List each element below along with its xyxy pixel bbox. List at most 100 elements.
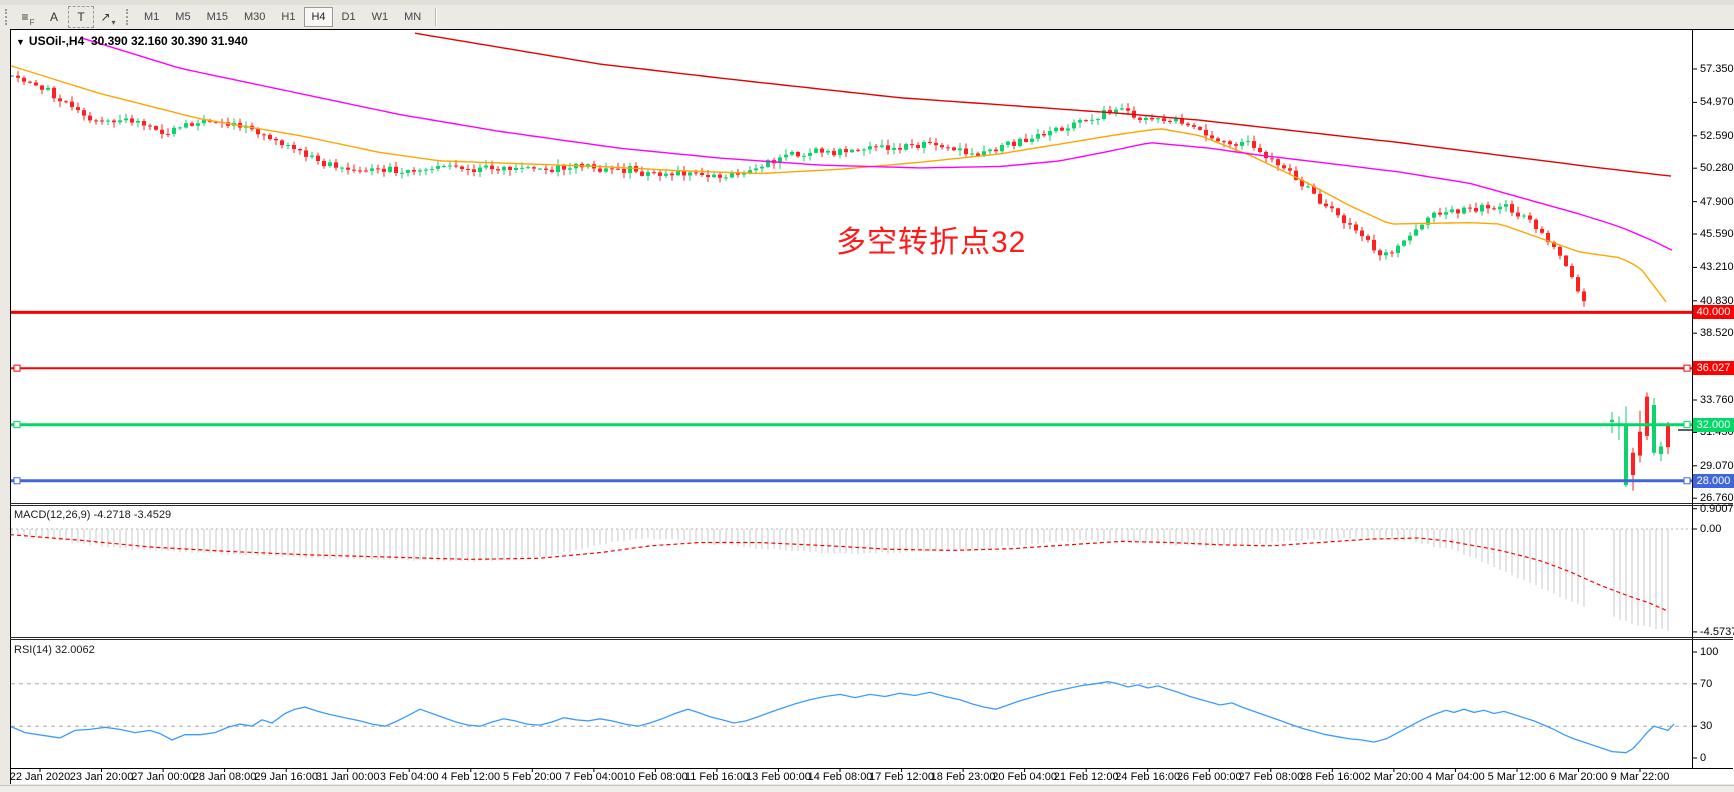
time-axis-label: 3 Feb 04:00 <box>379 771 439 783</box>
chart-title[interactable]: ▼ USOil-,H4 30.390 32.160 30.390 31.940 <box>16 34 248 48</box>
hline-handle[interactable] <box>13 421 21 429</box>
chart-text-annotation[interactable]: 多空转折点32 <box>836 226 1027 259</box>
time-axis-label: 28 Jan 08:00 <box>192 771 257 783</box>
hline-handle[interactable] <box>13 477 21 485</box>
time-axis-label: 31 Jan 00:00 <box>315 771 380 783</box>
time-axis-label: 29 Jan 16:00 <box>254 771 318 783</box>
macd-axis-label: 0.9007 <box>1700 502 1734 515</box>
time-axis-label: 6 Mar 20:00 <box>1549 771 1608 783</box>
candlestick-series <box>11 71 1670 491</box>
macd-axis-label: 0.00 <box>1700 523 1722 535</box>
rsi-axis-label: 0 <box>1700 752 1707 764</box>
ma_slow-line <box>414 32 1672 177</box>
rsi-axis-label: 70 <box>1700 677 1713 690</box>
price-badge-36.027: 36.027 <box>1693 361 1734 376</box>
time-axis-label: 10 Feb 08:00 <box>622 771 688 783</box>
text-label-tool-icon[interactable]: T <box>68 6 94 28</box>
drawing-tools-group: ≡ F A T ↗ ▾ <box>15 6 121 28</box>
ma_fast-line <box>11 65 1667 303</box>
time-axis-label: 5 Mar 12:00 <box>1487 771 1547 783</box>
time-axis-label: 9 Mar 22:00 <box>1610 771 1670 783</box>
macd-panel-divider-a[interactable] <box>10 503 1733 504</box>
time-axis-label: 17 Feb 12:00 <box>869 771 934 783</box>
text-annotation-tool-icon[interactable]: A <box>49 10 58 24</box>
timeframe-button-w1[interactable]: W1 <box>371 11 389 23</box>
time-axis-label: 27 Jan 00:00 <box>131 771 195 783</box>
timeframe-button-d1[interactable]: D1 <box>341 11 356 23</box>
time-axis-label: 7 Feb 04:00 <box>564 771 624 783</box>
toolbar-separator <box>435 8 437 26</box>
price-axis-label: 45.590 <box>1700 227 1734 240</box>
chart-dropdown-icon[interactable]: ▼ <box>16 37 25 47</box>
hline-handle[interactable] <box>13 364 21 372</box>
price-axis-label: 40.830 <box>1700 294 1734 307</box>
price-axis-label: 26.760 <box>1700 492 1734 505</box>
price-badge-40.000: 40.000 <box>1693 305 1734 320</box>
chart-symbol-period: USOil-,H4 <box>28 34 85 48</box>
price-axis-label: 50.280 <box>1700 162 1734 175</box>
chart-frame-top <box>10 29 1734 30</box>
price-axis-label: 57.350 <box>1700 63 1734 75</box>
bottom-status-strip <box>0 785 1734 792</box>
timeframe-button-m1[interactable]: M1 <box>144 11 160 23</box>
timeframe-button-m15[interactable]: M15 <box>206 11 228 23</box>
toolbar-grip[interactable] <box>5 9 10 25</box>
timeframe-button-m30[interactable]: M30 <box>243 11 266 23</box>
price-axis-separator <box>1692 30 1693 768</box>
price-badge-28.000: 28.000 <box>1693 473 1734 488</box>
time-axis-label: 26 Feb 00:00 <box>1176 771 1242 783</box>
time-axis-label: 20 Feb 04:00 <box>992 771 1058 783</box>
macd-signal-line <box>11 534 1667 611</box>
chart-background[interactable] <box>10 30 1734 784</box>
hline-handle[interactable] <box>1683 364 1691 372</box>
rsi-panel-divider-b[interactable] <box>10 639 1733 640</box>
time-axis-label: 11 Feb 16:00 <box>684 771 749 783</box>
time-axis-label: 5 Feb 20:00 <box>502 771 562 783</box>
time-axis-label: 18 Feb 23:00 <box>930 771 996 783</box>
price-axis-label: 29.070 <box>1700 459 1734 472</box>
time-axis-label: 27 Feb 08:00 <box>1238 771 1304 783</box>
time-axis-label: 2 Mar 20:00 <box>1364 771 1424 783</box>
time-axis-label: 23 Jan 20:00 <box>69 771 134 783</box>
timeframe-button-m5[interactable]: M5 <box>175 11 191 23</box>
time-axis-label: 28 Feb 16:00 <box>1299 771 1365 783</box>
fibonacci-tool-icon[interactable]: ≡ F <box>21 10 35 27</box>
macd-axis-label: -4.5737 <box>1700 625 1734 638</box>
macd-panel-divider-b[interactable] <box>10 505 1733 506</box>
timeframe-button-h4[interactable]: H4 <box>304 7 333 27</box>
rsi-indicator-label: RSI(14) 32.0062 <box>14 644 95 656</box>
price-axis-label: 52.590 <box>1700 129 1734 142</box>
price-axis-label: 54.970 <box>1700 96 1734 109</box>
time-axis-label: 13 Feb 00:00 <box>746 771 811 783</box>
main-toolbar: ≡ F A T ↗ ▾ M1 M5 M15 M30 H1 H4 D1 W1 MN <box>0 5 1734 29</box>
rsi-line <box>11 681 1675 754</box>
timeframe-button-h1[interactable]: H1 <box>281 11 296 23</box>
toolbar-grip-2[interactable] <box>126 9 131 25</box>
price-axis-label: 38.520 <box>1700 327 1734 340</box>
ma_mid-line <box>79 36 1673 251</box>
rsi-panel-divider-a[interactable] <box>10 637 1733 638</box>
time-axis-label: 4 Mar 04:00 <box>1426 771 1485 783</box>
arrows-tool-icon[interactable]: ↗ ▾ <box>100 10 116 27</box>
chart-ohlc-values: 30.390 32.160 30.390 31.940 <box>90 34 248 48</box>
timeframe-group: M1 M5 M15 M30 H1 H4 D1 W1 MN <box>136 7 429 27</box>
price-axis-label: 43.210 <box>1700 261 1734 274</box>
time-axis-label: 22 Jan 2020 <box>9 771 71 783</box>
macd-indicator-label: MACD(12,26,9) -4.2718 -3.4529 <box>14 509 172 521</box>
rsi-axis-label: 100 <box>1700 646 1719 658</box>
hline-handle[interactable] <box>1683 477 1691 485</box>
macd-histogram <box>11 529 1669 631</box>
rsi-axis-label: 30 <box>1700 720 1713 733</box>
chart-frame-bottom <box>10 768 1733 769</box>
timeframe-button-mn[interactable]: MN <box>404 11 422 23</box>
price-badge-32.000: 32.000 <box>1693 417 1734 432</box>
hline-handle[interactable] <box>1683 421 1691 429</box>
time-axis-label: 4 Feb 12:00 <box>441 771 501 783</box>
price-axis-label: 33.760 <box>1700 393 1734 406</box>
time-axis-label: 21 Feb 12:00 <box>1053 771 1119 783</box>
time-axis-label: 14 Feb 08:00 <box>807 771 873 783</box>
chart-frame-left <box>10 29 11 784</box>
price-axis-label: 47.900 <box>1700 195 1734 208</box>
